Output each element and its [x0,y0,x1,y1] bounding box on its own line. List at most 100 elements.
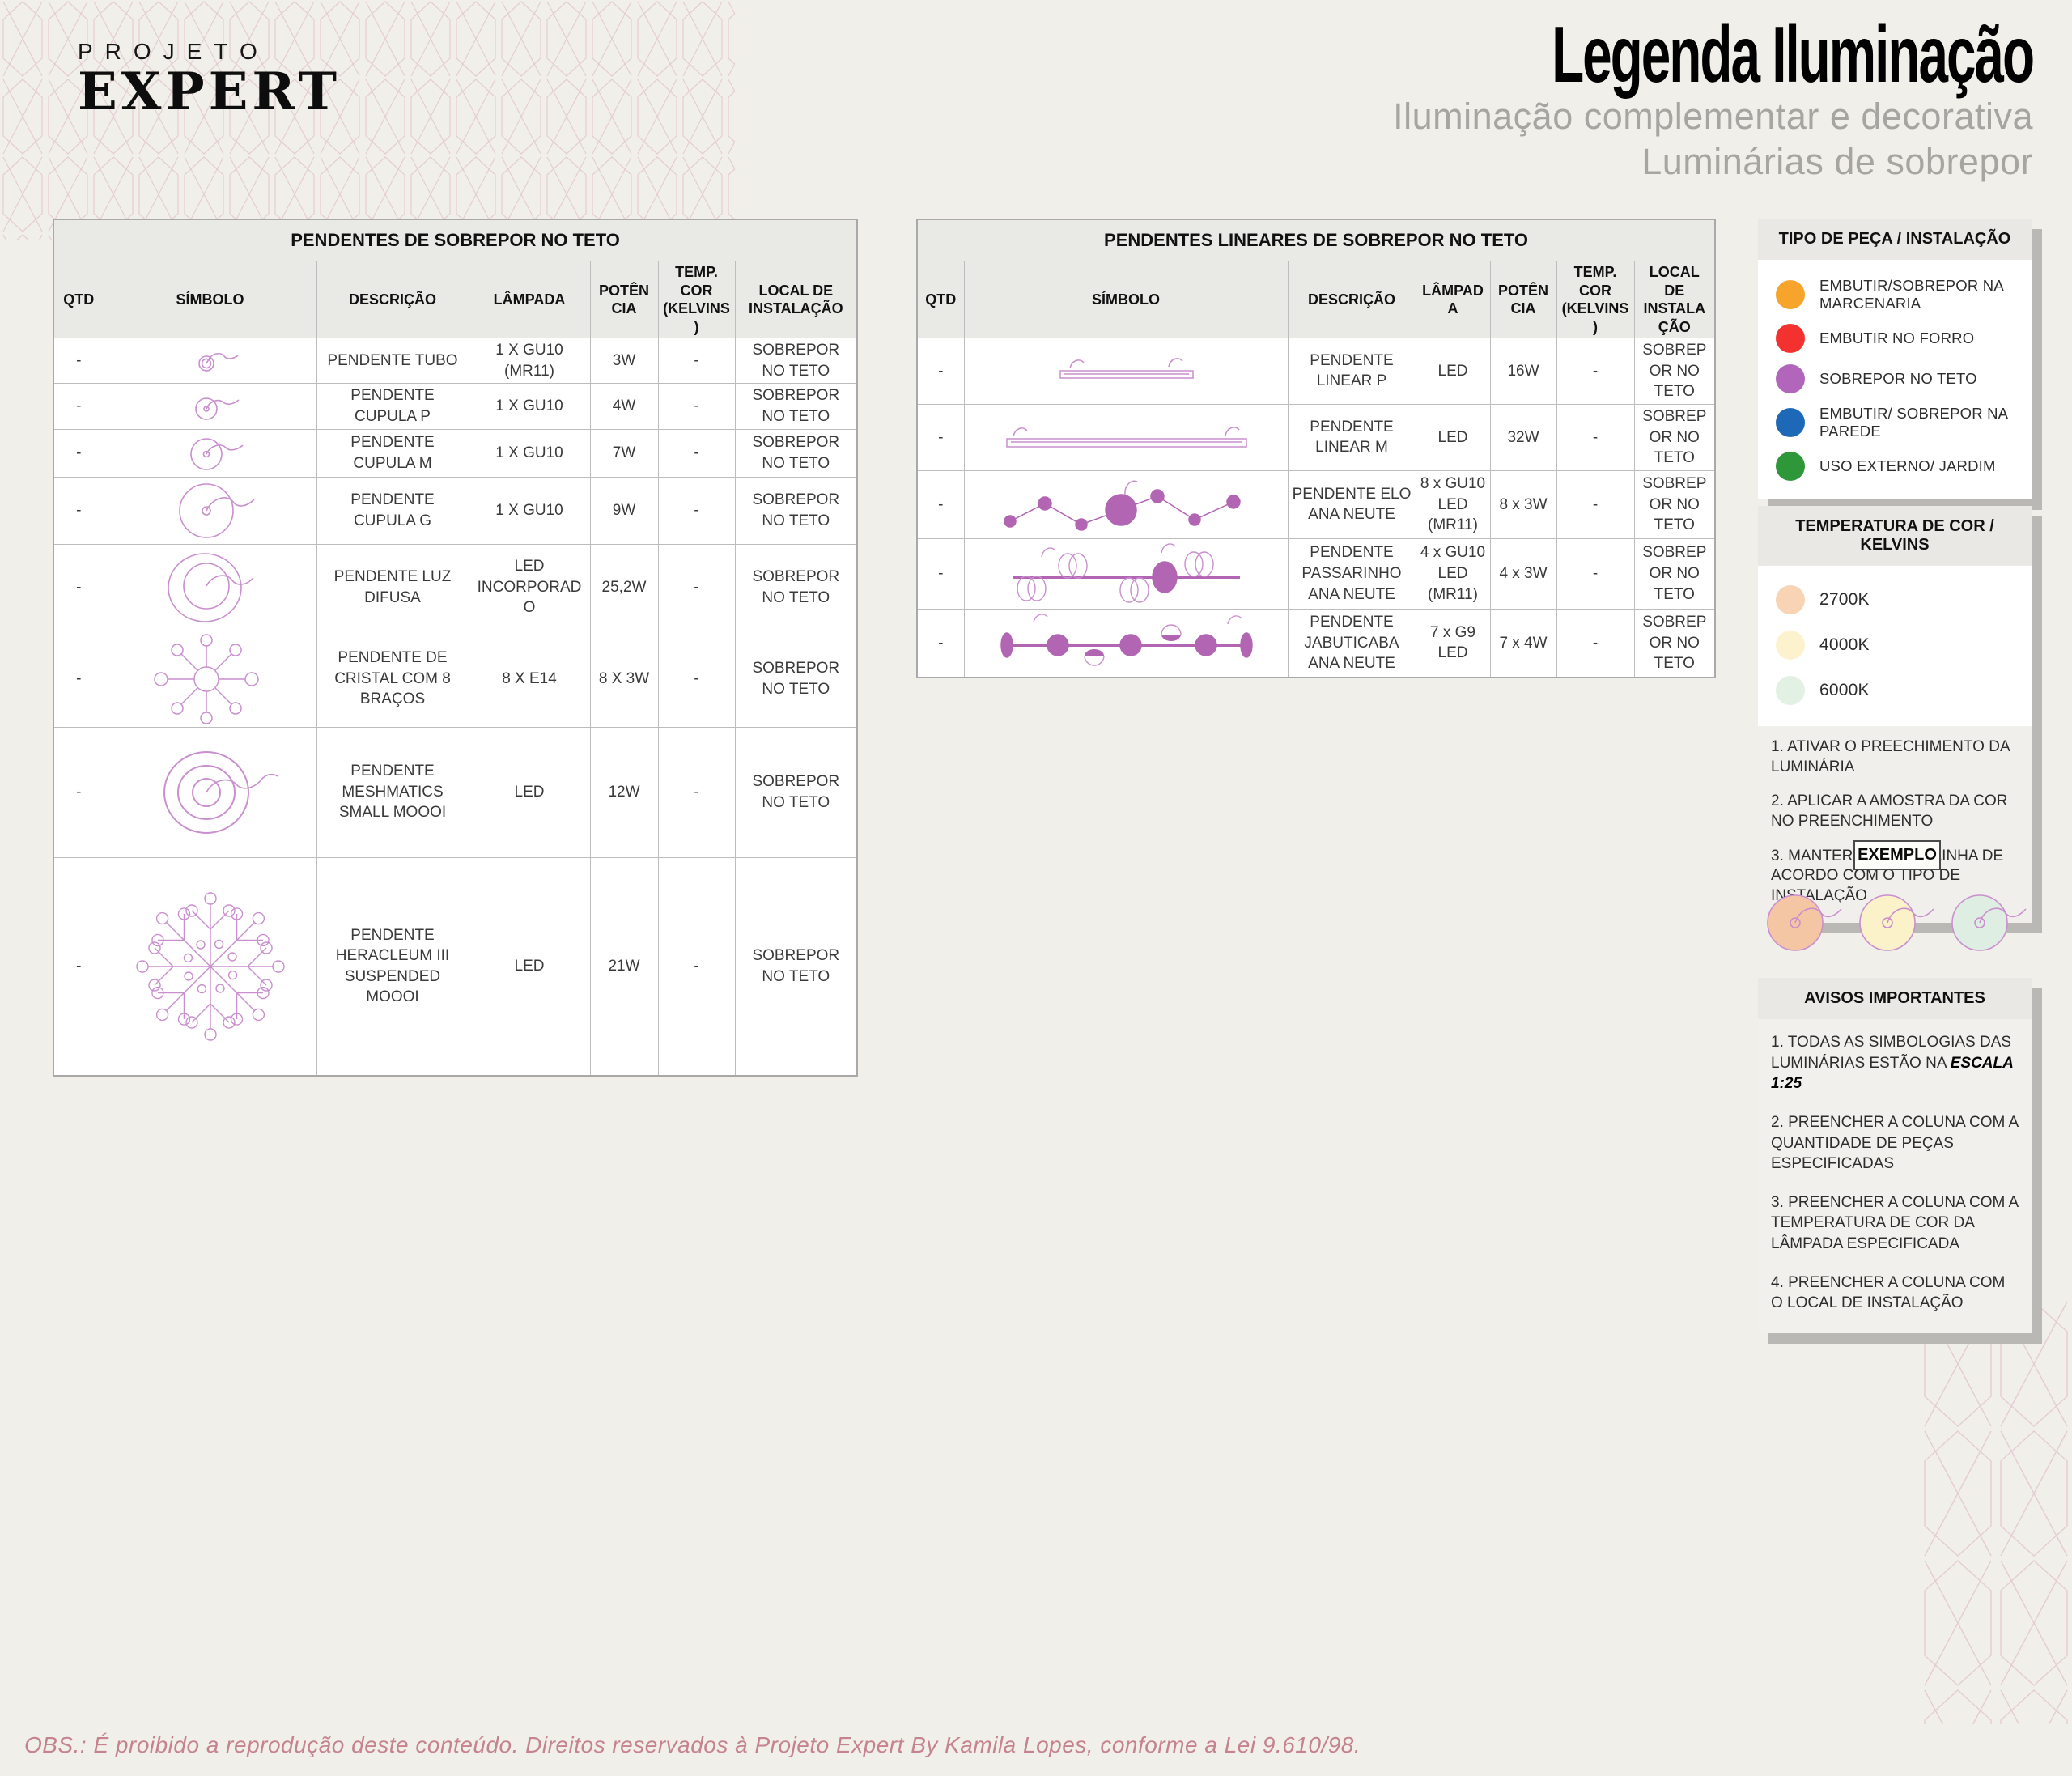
pendente-passarinho-icon [1013,543,1240,603]
cell-temp: - [657,630,736,728]
legend-item: USO EXTERNO/ JARDIM [1758,446,2032,486]
aviso-3: 3. PREENCHER A COLUNA COM A TEMPERATURA … [1771,1193,2019,1253]
cell-temp: - [1556,608,1635,678]
col-simbolo: SÍMBOLO [963,261,1289,338]
table-pendentes-lineares: PENDENTES LINEARES DE SOBREPOR NO TETO Q… [916,219,1717,678]
cell-lampada: 1 X GU10 (MR11) [468,337,591,385]
cell-descricao: PENDENTE PASSARINHO ANA NEUTE [1287,537,1416,610]
cell-lampada: 8 X E14 [468,630,591,728]
cell-descricao: PENDENTE CUPULA M [316,428,469,478]
color-dot-green [1776,452,1805,481]
col-qtd: QTD [53,261,104,338]
exemplo-4000k-icon [1859,894,1934,951]
note: 1. ATIVAR O PREECHIMENTO DA LUMINÁRIA [1771,738,2010,775]
legend-label: 2700K [1819,590,1870,609]
cell-temp: - [1556,469,1635,539]
cell-potencia: 16W [1489,338,1557,405]
cell-simbolo [963,469,1289,539]
copyright-note: OBS.: É proibido a reprodução deste cont… [24,1732,1361,1757]
pendente-cupula-g-icon [178,482,255,538]
cell-qtd: - [53,337,104,385]
cell-local: SOBREPOR NO TETO [734,856,858,1077]
header-row: QTD SÍMBOLO DESCRIÇÃO LÂMPADA POTÊNCIA T… [53,261,858,338]
col-descricao: DESCRIÇÃO [316,261,469,338]
cell-local: SOBREPOR NO TETO [734,476,858,545]
color-dot-red [1776,324,1805,353]
cell-lampada: 1 X GU10 [468,428,591,478]
legend-label: EMBUTIR NO FORRO [1819,329,1975,346]
cell-simbolo [103,476,317,545]
page-subtitle-1: Iluminação complementar e decorativa [1393,96,2033,137]
header-row: QTD SÍMBOLO DESCRIÇÃO LÂMPADA POTÊNCIA T… [916,261,1716,338]
cell-simbolo [103,428,317,478]
cell-potencia: 12W [589,726,659,858]
cell-lampada: 8 x GU10 LED (MR11) [1415,469,1491,539]
pendente-cupula-m-icon [189,437,244,470]
cell-potencia: 32W [1489,403,1557,471]
aviso-4: 4. PREENCHER A COLUNA COM O LOCAL DE INS… [1771,1273,2006,1312]
cell-qtd: - [916,338,965,405]
cell-simbolo [963,537,1289,610]
cell-temp: - [657,428,736,478]
legend-item: 6000K [1758,668,2032,713]
color-dot-4000k [1776,631,1805,660]
table-row: - PENDENTE LUZ DIFUSA LED INCORPORADO 25… [53,543,858,631]
cell-local: SOBREPOR NO TETO [1633,537,1716,610]
col-temp-cor: TEMP. COR (KELVINS) [1556,261,1635,338]
legend-item: SOBREPOR NO TETO [1758,359,2032,399]
aviso-1-escala: ESCALA 1:25 [1771,1054,2014,1093]
cell-potencia: 21W [589,856,659,1077]
table-row: - PENDENTE CUPULA P 1 X GU10 4W - SOBREP… [53,383,858,430]
cell-qtd: - [53,476,104,545]
table-pendentes-sobrepor: PENDENTES DE SOBREPOR NO TETO QTD SÍMBOL… [53,219,859,1077]
cell-descricao: PENDENTE MESHMATICS SMALL MOOOI [316,726,469,858]
cell-descricao: PENDENTE ELO ANA NEUTE [1287,469,1416,539]
exemplo-6000k-icon [1951,894,2027,951]
cell-local: SOBREPOR NO TETO [734,428,858,478]
cell-potencia: 9W [589,476,659,545]
cell-simbolo [103,383,317,430]
logo-expert-text: EXPERT [78,62,342,122]
pendente-jabuticaba-icon [1000,614,1253,666]
table-title: PENDENTES DE SOBREPOR NO TETO [53,219,858,261]
pendente-elo-icon [1003,480,1241,531]
cell-local: SOBREPOR NO TETO [734,630,858,728]
color-dot-6000k [1776,676,1805,705]
table-row: - [916,608,1716,678]
panel-avisos: AVISOS IMPORTANTES 1. TODAS AS SIMBOLOGI… [1758,978,2032,1334]
cell-simbolo [103,856,317,1077]
cell-potencia: 8 x 3W [1489,469,1557,539]
table-row: - PENDENTE LINEAR P LED 16W - SOBREPOR N… [916,338,1716,405]
cell-descricao: PENDENTE LINEAR P [1287,338,1416,405]
avisos-notes: 1. TODAS AS SIMBOLOGIAS DAS LUMINÁRIAS E… [1758,1019,2032,1334]
cell-descricao: PENDENTE CUPULA P [316,383,469,430]
table-row: - [53,856,858,1077]
legend-item: 2700K [1758,577,2032,622]
table-row: - PENDENTE TUBO 1 X GU10 (MR11) 3W - SOB… [53,337,858,385]
cell-simbolo [103,630,317,728]
cell-potencia: 25,2W [589,543,659,631]
cell-qtd: - [53,428,104,478]
legend-item: EMBUTIR/SOBREPOR NA MARCENARIA [1758,271,2032,318]
panel-tipo-peca: TIPO DE PEÇA / INSTALAÇÃO EMBUTIR/SOBREP… [1758,219,2032,499]
cell-simbolo [963,608,1289,678]
col-lampada: LÂMPADA [468,261,591,338]
cell-qtd: - [53,383,104,430]
pendente-cristal-8-bracos-icon [153,633,259,724]
cell-lampada: LED INCORPORADO [468,543,591,631]
cell-local: SOBREPOR NO TETO [1633,403,1716,471]
table-row: - PENDENTE CUPULA G 1 X GU10 9W - SOBREP… [53,476,858,545]
exemplo-symbols [1761,876,2027,963]
cell-simbolo [103,543,317,631]
pendente-cupula-p-icon [194,397,240,420]
table-row: - PENDENTE CUPULA M 1 X GU10 7W - SOBREP… [53,428,858,478]
panel-temperatura-title: TEMPERATURA DE COR / KELVINS [1758,506,2032,566]
legend-item: EMBUTIR NO FORRO [1758,318,2032,359]
col-potencia: POTÊNCIA [589,261,659,338]
cell-potencia: 8 X 3W [589,630,659,728]
cell-lampada: 4 x GU10 LED (MR11) [1415,537,1491,610]
cell-lampada: 1 X GU10 [468,476,591,545]
temperatura-notes: 1. ATIVAR O PREECHIMENTO DA LUMINÁRIA 2.… [1758,726,2032,923]
cell-local: SOBREPOR NO TETO [734,726,858,858]
cell-descricao: PENDENTE LINEAR M [1287,403,1416,471]
